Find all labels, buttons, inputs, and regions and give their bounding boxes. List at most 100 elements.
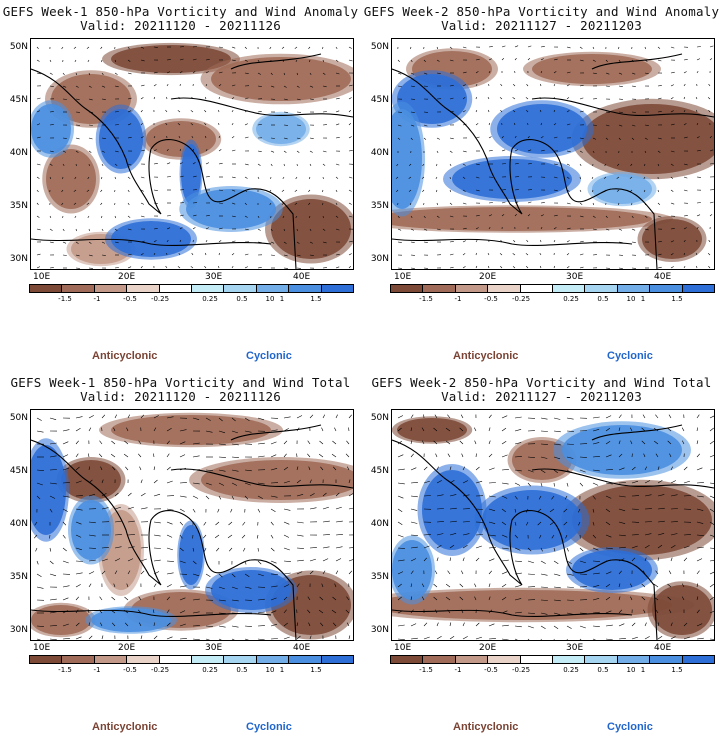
map-panel-2: GEFS Week-2 850-hPa Vorticity and Wind A… bbox=[361, 0, 722, 371]
lon-tick: 10E bbox=[33, 643, 51, 653]
lat-tick: 35N bbox=[370, 572, 389, 582]
lon-tick: 30E bbox=[566, 272, 584, 282]
colorbar-label: -1 bbox=[454, 666, 462, 674]
lon-tick: 20E bbox=[479, 643, 497, 653]
lat-tick: 50N bbox=[370, 413, 389, 423]
coastline bbox=[392, 424, 714, 640]
lat-tick: 45N bbox=[370, 466, 389, 476]
lat-tick: 45N bbox=[9, 466, 28, 476]
lon-tick: 10E bbox=[394, 643, 412, 653]
lat-tick: 45N bbox=[9, 95, 28, 105]
colorbar-label: 0.25 bbox=[563, 666, 579, 674]
lat-tick: 35N bbox=[370, 201, 389, 211]
colorbar-label: 0.5 bbox=[236, 666, 248, 674]
colorbar-label: -0.5 bbox=[123, 666, 137, 674]
colorbar-label: -0.25 bbox=[511, 295, 531, 303]
lon-tick: 20E bbox=[479, 272, 497, 282]
wind-vectors bbox=[33, 414, 353, 640]
colorbar-label: 1.5 bbox=[671, 295, 683, 303]
lon-tick: 20E bbox=[118, 643, 136, 653]
lat-tick: 50N bbox=[370, 42, 389, 52]
colorbar-label: -0.25 bbox=[150, 666, 170, 674]
lat-tick: 45N bbox=[370, 95, 389, 105]
lat-tick: 30N bbox=[9, 625, 28, 635]
vorticity-shading bbox=[31, 39, 353, 269]
map-canvas bbox=[392, 39, 714, 269]
colorbar-label: 0.25 bbox=[202, 295, 218, 303]
colorbar-label: -0.25 bbox=[511, 666, 531, 674]
lon-tick: 10E bbox=[394, 272, 412, 282]
lat-tick: 50N bbox=[9, 42, 28, 52]
lon-tick: 40E bbox=[293, 272, 311, 282]
lat-tick: 30N bbox=[370, 254, 389, 264]
colorbar-label: 1 bbox=[279, 666, 285, 674]
lat-tick: 30N bbox=[370, 625, 389, 635]
lon-tick: 30E bbox=[205, 272, 223, 282]
colorbar-label: -0.5 bbox=[123, 295, 137, 303]
vorticity-shading bbox=[392, 39, 714, 269]
legend-anticyclonic: Anticyclonic bbox=[92, 721, 158, 733]
colorbar-label: -0.5 bbox=[484, 666, 498, 674]
colorbar-label: -1.5 bbox=[419, 666, 433, 674]
colorbar-label: 1.5 bbox=[310, 295, 322, 303]
colorbar-label: 1 bbox=[640, 666, 646, 674]
colorbar-label: 1 bbox=[640, 295, 646, 303]
lat-tick: 30N bbox=[9, 254, 28, 264]
colorbar-scale-mark: 10 bbox=[265, 295, 275, 303]
colorbar-label: -1.5 bbox=[419, 295, 433, 303]
legend-anticyclonic: Anticyclonic bbox=[453, 350, 519, 362]
colorbar-label: -1 bbox=[93, 666, 101, 674]
colorbar-label: 0.5 bbox=[597, 666, 609, 674]
legend-cyclonic: Cyclonic bbox=[246, 721, 292, 733]
lon-tick: 20E bbox=[118, 272, 136, 282]
vorticity-map bbox=[391, 409, 715, 641]
map-canvas bbox=[31, 410, 353, 640]
colorbar bbox=[29, 284, 354, 293]
colorbar-scale-mark: 10 bbox=[626, 295, 636, 303]
wind-vectors bbox=[397, 414, 714, 640]
colorbar-label: -1 bbox=[454, 295, 462, 303]
lat-tick: 40N bbox=[9, 148, 28, 158]
wind-vectors bbox=[395, 45, 714, 269]
map-panel-3: GEFS Week-1 850-hPa Vorticity and Wind T… bbox=[0, 371, 361, 742]
lon-tick: 40E bbox=[293, 643, 311, 653]
colorbar-label: -0.25 bbox=[150, 295, 170, 303]
colorbar-label: 0.25 bbox=[563, 295, 579, 303]
colorbar-label: 0.5 bbox=[236, 295, 248, 303]
colorbar bbox=[390, 655, 715, 664]
panel-valid-dates: Valid: 20211120 - 20211126 bbox=[80, 389, 281, 404]
colorbar-label: -1.5 bbox=[58, 666, 72, 674]
legend-anticyclonic: Anticyclonic bbox=[453, 721, 519, 733]
map-panel-4: GEFS Week-2 850-hPa Vorticity and Wind T… bbox=[361, 371, 722, 742]
panel-title: GEFS Week-1 850-hPa Vorticity and Wind T… bbox=[10, 375, 351, 390]
lat-tick: 50N bbox=[9, 413, 28, 423]
lat-tick: 35N bbox=[9, 572, 28, 582]
coastline bbox=[31, 53, 353, 269]
vorticity-map bbox=[30, 38, 354, 270]
lon-tick: 40E bbox=[654, 643, 672, 653]
colorbar bbox=[390, 284, 715, 293]
colorbar bbox=[29, 655, 354, 664]
legend-cyclonic: Cyclonic bbox=[246, 350, 292, 362]
colorbar-label: -1 bbox=[93, 295, 101, 303]
lat-tick: 35N bbox=[9, 201, 28, 211]
lon-tick: 30E bbox=[566, 643, 584, 653]
lon-tick: 30E bbox=[205, 643, 223, 653]
lon-tick: 10E bbox=[33, 272, 51, 282]
panel-valid-dates: Valid: 20211127 - 20211203 bbox=[441, 18, 642, 33]
panel-title: GEFS Week-2 850-hPa Vorticity and Wind A… bbox=[363, 4, 720, 19]
colorbar-label: 1.5 bbox=[310, 666, 322, 674]
colorbar-label: 0.5 bbox=[597, 295, 609, 303]
panel-valid-dates: Valid: 20211127 - 20211203 bbox=[441, 389, 642, 404]
vorticity-map bbox=[30, 409, 354, 641]
colorbar-label: 1 bbox=[279, 295, 285, 303]
colorbar-scale-mark: 10 bbox=[626, 666, 636, 674]
legend-cyclonic: Cyclonic bbox=[607, 721, 653, 733]
legend-cyclonic: Cyclonic bbox=[607, 350, 653, 362]
coastline bbox=[392, 53, 714, 269]
vorticity-map bbox=[391, 38, 715, 270]
map-canvas bbox=[31, 39, 353, 269]
vorticity-shading bbox=[31, 410, 353, 640]
colorbar-label: -1.5 bbox=[58, 295, 72, 303]
legend-anticyclonic: Anticyclonic bbox=[92, 350, 158, 362]
